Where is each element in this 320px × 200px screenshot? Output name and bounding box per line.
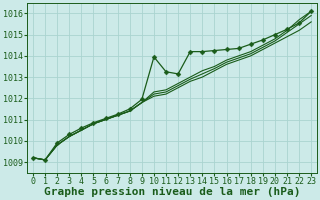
X-axis label: Graphe pression niveau de la mer (hPa): Graphe pression niveau de la mer (hPa) (44, 187, 300, 197)
